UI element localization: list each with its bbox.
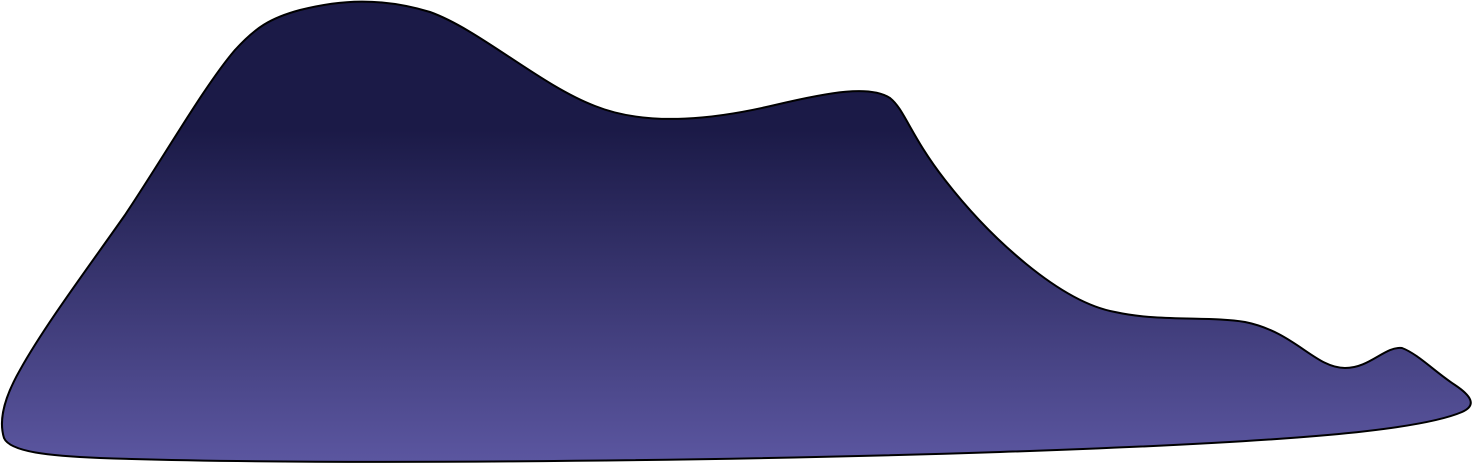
mountain-shape [0,0,1472,463]
mountain-canvas [0,0,1472,463]
